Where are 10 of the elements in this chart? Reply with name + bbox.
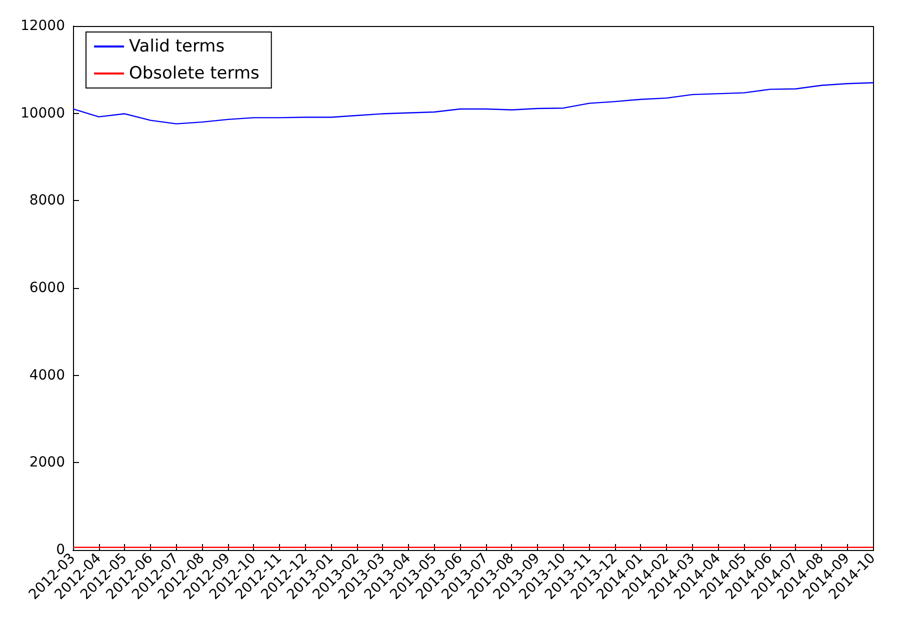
- legend-label: Obsolete terms: [129, 64, 260, 84]
- y-tick-label: 2000: [29, 454, 65, 471]
- line-series: [72, 82, 874, 124]
- y-tick-label: 6000: [29, 280, 65, 296]
- y-tick-label: 8000: [29, 192, 65, 209]
- legend-label: Valid terms: [129, 36, 225, 56]
- y-tick-label: 12000: [20, 18, 65, 34]
- y-tick-label: 4000: [29, 367, 65, 384]
- y-tick-label: 10000: [20, 105, 65, 122]
- y-tick-label: 0: [56, 542, 65, 558]
